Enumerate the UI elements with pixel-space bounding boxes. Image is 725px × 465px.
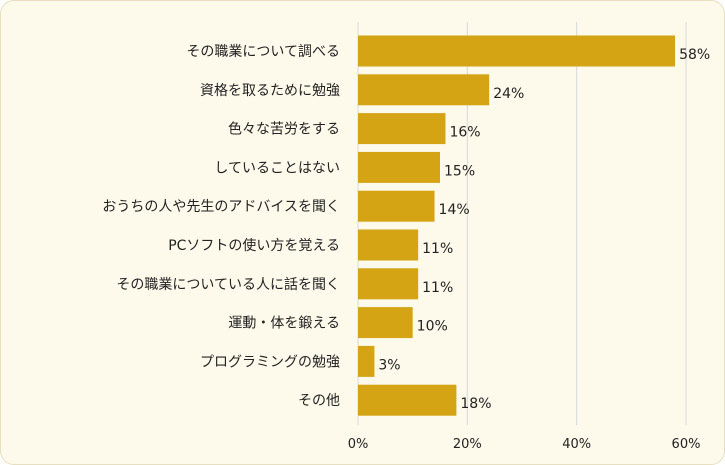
bar: [358, 113, 446, 145]
value-label: 11%: [422, 241, 453, 257]
value-label: 18%: [460, 396, 491, 412]
bar: [358, 151, 440, 183]
category-label: その職業についている人に話を聞く: [116, 276, 340, 293]
bar: [358, 345, 375, 377]
category-label: その他: [298, 393, 340, 409]
bar: [358, 384, 457, 416]
bar: [358, 307, 413, 339]
bar: [358, 35, 676, 67]
x-tick-label: 60%: [672, 437, 701, 452]
x-tick-label: 40%: [562, 437, 591, 452]
value-label: 10%: [417, 319, 448, 335]
category-label: おうちの人や先生のアドバイスを聞く: [102, 199, 340, 215]
value-label: 11%: [422, 280, 453, 296]
value-label: 3%: [378, 357, 400, 373]
bar: [358, 268, 419, 300]
category-labels: その職業について調べる資格を取るために勉強色々な苦労をするしていることはないおう…: [102, 44, 340, 409]
category-label: 色々な苦労をする: [228, 121, 340, 138]
value-label: 14%: [439, 202, 470, 218]
x-tick-label: 20%: [453, 437, 482, 452]
value-label: 15%: [444, 163, 475, 179]
bar: [358, 74, 490, 106]
value-label: 24%: [493, 86, 524, 102]
value-labels: 58% 24% 16% 15% 14% 11% 11% 10% 3% 18%: [378, 47, 710, 412]
category-label: その職業について調べる: [186, 44, 340, 60]
bar: [358, 190, 435, 222]
bar: [358, 229, 419, 261]
category-label: 資格を取るために勉強: [200, 83, 340, 99]
x-tick-label: 0%: [348, 437, 369, 452]
category-label: 運動・体を鍛える: [228, 316, 340, 332]
value-label: 16%: [449, 125, 480, 141]
category-label: していることはない: [214, 160, 340, 176]
category-label: プログラミングの勉強: [200, 354, 340, 370]
bars: [358, 35, 676, 416]
category-label: PCソフトの使い方を覚える: [168, 237, 340, 254]
x-axis-ticks: 0% 20% 40% 60%: [348, 437, 701, 452]
value-label: 58%: [679, 47, 710, 63]
